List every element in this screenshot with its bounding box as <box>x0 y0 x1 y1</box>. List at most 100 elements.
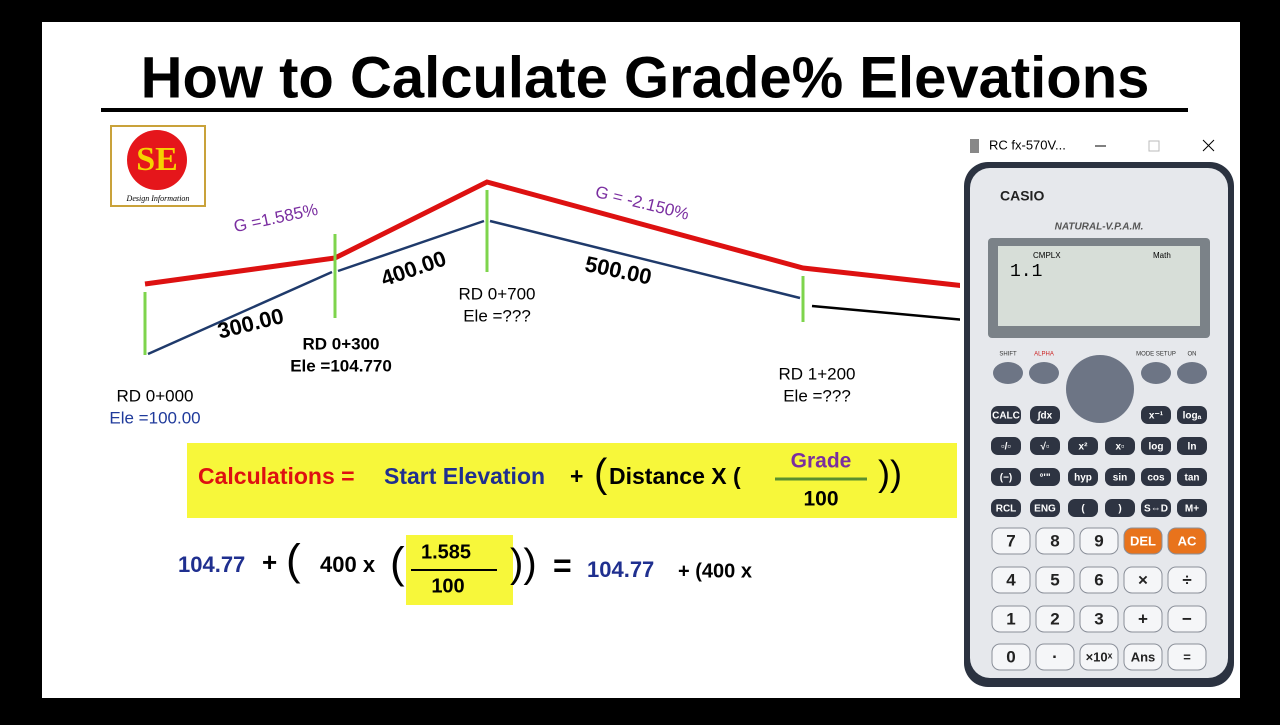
maximize-button[interactable] <box>1148 140 1160 152</box>
key[interactable] <box>1105 499 1135 517</box>
close-button[interactable] <box>1202 139 1215 152</box>
station-arrows <box>143 190 805 355</box>
key-label: DEL <box>1130 533 1156 548</box>
key-label: × <box>1138 570 1148 589</box>
key-label: ×10ˣ <box>1086 649 1113 664</box>
key[interactable] <box>1141 468 1171 486</box>
key[interactable] <box>1177 499 1207 517</box>
key[interactable] <box>1035 643 1075 671</box>
key[interactable] <box>991 468 1021 486</box>
key-label: ALPHA <box>1034 352 1054 358</box>
key[interactable] <box>1167 527 1207 555</box>
key[interactable] <box>1068 499 1098 517</box>
key[interactable] <box>1141 499 1171 517</box>
key[interactable] <box>1035 605 1075 633</box>
key-label: hyp <box>1074 473 1092 484</box>
key-label: M+ <box>1185 504 1199 515</box>
key[interactable] <box>1035 566 1075 594</box>
key-label: 3 <box>1094 609 1103 628</box>
key-label: Ans <box>1131 649 1156 664</box>
key[interactable] <box>1079 643 1119 671</box>
key[interactable] <box>1141 406 1171 424</box>
key[interactable] <box>1105 437 1135 455</box>
key[interactable] <box>1123 527 1163 555</box>
formula-text: Grade <box>791 450 852 473</box>
key-label: log <box>1149 442 1164 453</box>
diagram: G =1.585% G = -2.150% 300.00 400.00 500.… <box>109 179 966 427</box>
key[interactable] <box>1167 605 1207 633</box>
key[interactable] <box>1030 406 1060 424</box>
key-label: 8 <box>1050 531 1059 550</box>
key[interactable] <box>1123 643 1163 671</box>
key[interactable] <box>1068 437 1098 455</box>
logo-caption: Design Information <box>126 194 190 203</box>
key-label: 9 <box>1094 531 1103 550</box>
key[interactable] <box>1177 406 1207 424</box>
key-label: − <box>1182 609 1192 628</box>
app-icon <box>970 139 979 153</box>
key[interactable] <box>991 406 1021 424</box>
replay-pad[interactable] <box>1066 355 1134 423</box>
key[interactable] <box>1177 362 1207 384</box>
example-text: ( <box>390 539 405 588</box>
key[interactable] <box>991 527 1031 555</box>
key-label: SHIFT <box>999 352 1017 358</box>
display-input: 1.1 <box>1010 262 1042 282</box>
elevation-label: Ele =104.770 <box>290 356 392 375</box>
key-label: tan <box>1185 473 1200 484</box>
display-flag: CMPLX <box>1033 251 1061 260</box>
key[interactable] <box>991 605 1031 633</box>
key-label: x⁻¹ <box>1149 411 1164 422</box>
key[interactable] <box>1167 566 1207 594</box>
key-label: 0 <box>1006 647 1015 666</box>
key[interactable] <box>1079 605 1119 633</box>
example-text: + (400 x <box>678 560 752 582</box>
key[interactable] <box>1079 527 1119 555</box>
key[interactable] <box>993 362 1023 384</box>
example-text: 100 <box>431 575 464 597</box>
calculator-window: RC fx-570V... CASIO NATURAL-V.P.A.M. CMP… <box>960 132 1238 698</box>
key[interactable] <box>1123 605 1163 633</box>
key[interactable] <box>1177 468 1207 486</box>
formula-text: Calculations = <box>198 463 355 489</box>
key-label: ÷ <box>1182 570 1191 589</box>
key[interactable] <box>1035 527 1075 555</box>
key[interactable] <box>1167 643 1207 671</box>
key-label: logₐ <box>1183 411 1202 422</box>
elevation-label: Ele =??? <box>463 306 531 325</box>
key[interactable] <box>1123 566 1163 594</box>
key[interactable] <box>1141 362 1171 384</box>
key[interactable] <box>1029 362 1059 384</box>
key[interactable] <box>1068 468 1098 486</box>
key-label: 1 <box>1006 609 1015 628</box>
key-label: = <box>1183 649 1191 664</box>
key[interactable] <box>991 566 1031 594</box>
key[interactable] <box>991 643 1031 671</box>
key-label: x▫ <box>1115 442 1124 453</box>
display-flag: Math <box>1153 251 1171 260</box>
key-label: °'" <box>1039 473 1050 484</box>
logo-text: SE <box>136 141 178 178</box>
key-label: (−) <box>1000 473 1013 484</box>
grade-line <box>144 179 966 289</box>
key[interactable] <box>1030 499 1060 517</box>
key-label: RCL <box>996 504 1017 515</box>
key-label: AC <box>1178 533 1197 548</box>
key[interactable] <box>991 437 1021 455</box>
key[interactable] <box>1105 468 1135 486</box>
key[interactable] <box>1030 468 1060 486</box>
example-text: 400 x <box>320 552 376 577</box>
model: NATURAL-V.P.A.M. <box>1055 222 1144 233</box>
key-label: ) <box>1118 504 1121 515</box>
key[interactable] <box>1141 437 1171 455</box>
example-text: 104.77 <box>178 552 245 577</box>
station-label: RD 0+700 <box>458 284 535 303</box>
key[interactable] <box>1079 566 1119 594</box>
key[interactable] <box>1177 437 1207 455</box>
example-text: + <box>262 547 277 577</box>
key-label: CALC <box>992 411 1020 422</box>
example: 104.77 + ( 400 x ( 1.585 100 )) = 104.77… <box>178 535 752 605</box>
key[interactable] <box>1030 437 1060 455</box>
key[interactable] <box>991 499 1021 517</box>
